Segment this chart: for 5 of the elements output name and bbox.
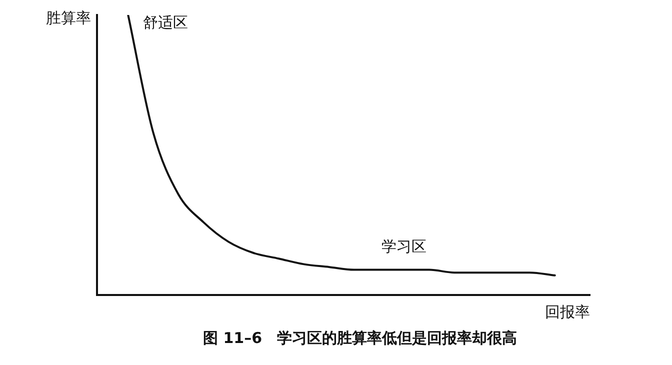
annotation: 学习区 [382, 237, 427, 256]
annotation: 舒适区 [143, 13, 188, 32]
y-axis-title: 胜算率 [46, 8, 91, 27]
text: 图 11–6 学习区的胜算率低但是回报率却很高 [202, 328, 518, 347]
x-axis-title: 回报率 [545, 302, 590, 321]
